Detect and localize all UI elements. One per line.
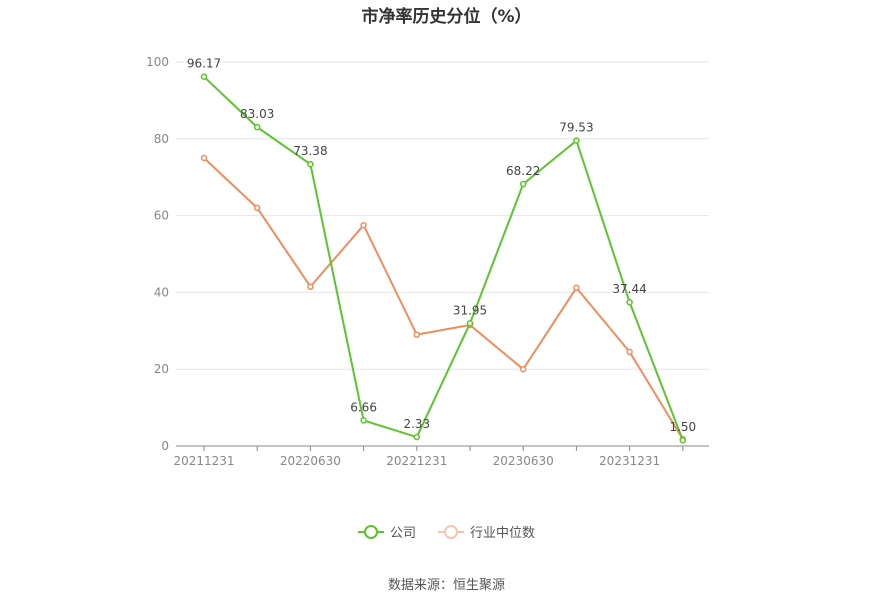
- legend: 公司 行业中位数: [0, 522, 893, 541]
- data-point-industry: [200, 154, 208, 162]
- data-point-industry: [519, 365, 527, 373]
- data-label: 96.17: [187, 57, 221, 71]
- legend-label-company: 公司: [389, 526, 416, 541]
- series-line-company: [203, 75, 684, 441]
- data-point-company: [626, 298, 633, 306]
- y-tick-label: 60: [154, 209, 169, 223]
- data-point-company: [253, 123, 261, 131]
- legend-label-industry: 行业中位数: [470, 526, 536, 541]
- data-point-company: [200, 73, 208, 80]
- data-point-company: [573, 137, 580, 144]
- legend-item-company[interactable]: 公司: [357, 522, 416, 541]
- data-point-industry: [626, 348, 633, 356]
- x-tick-label: 20231231: [599, 454, 660, 468]
- data-point-company: [466, 320, 474, 327]
- data-label: 1.50: [669, 420, 696, 434]
- data-label: 68.22: [506, 164, 540, 178]
- data-point-industry: [253, 204, 261, 212]
- data-point-industry: [573, 284, 580, 292]
- y-tick-label: 80: [154, 132, 169, 146]
- data-point-industry: [413, 331, 421, 338]
- series-line-industry: [203, 157, 684, 440]
- data-point-company: [307, 160, 314, 168]
- data-point-industry: [307, 283, 314, 290]
- data-source-note: 数据来源：恒生聚源: [387, 578, 505, 593]
- y-tick-label: 40: [154, 285, 169, 299]
- x-tick-label: 20211231: [173, 454, 234, 468]
- data-point-company: [360, 417, 367, 424]
- y-tick-label: 20: [154, 362, 169, 376]
- data-point-company: [519, 180, 527, 188]
- x-tick-label: 20221231: [386, 454, 447, 468]
- data-label: 31.95: [453, 303, 487, 317]
- data-point-industry: [360, 221, 367, 229]
- y-tick-label: 100: [146, 55, 169, 69]
- x-tick-label: 20230630: [493, 454, 554, 468]
- circle-line-icon: [357, 524, 384, 539]
- data-label: 6.66: [350, 400, 377, 414]
- data-point-company: [679, 436, 687, 444]
- data-label: 2.33: [403, 417, 430, 431]
- chart-title: 市净率历史分位（%）: [361, 7, 532, 27]
- y-tick-label: 0: [161, 439, 169, 453]
- data-label: 73.38: [293, 144, 327, 158]
- data-label: 79.53: [559, 121, 593, 135]
- data-label: 83.03: [240, 107, 274, 121]
- data-label: 37.44: [612, 282, 646, 296]
- legend-item-industry[interactable]: 行业中位数: [438, 522, 535, 541]
- x-tick-label: 20220630: [280, 454, 341, 468]
- circle-line-icon: [438, 524, 464, 539]
- data-point-company: [413, 433, 421, 441]
